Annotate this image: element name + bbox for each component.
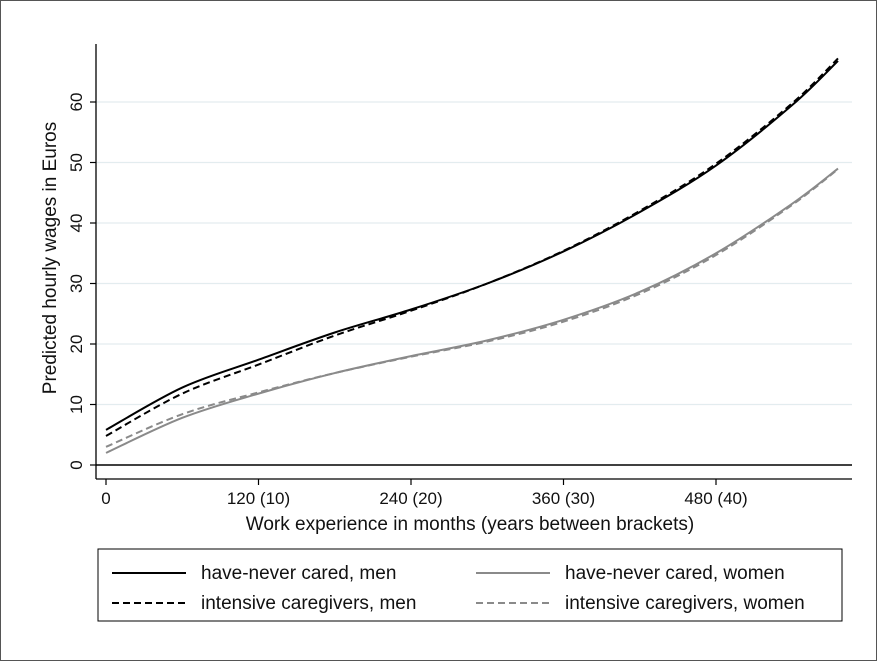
y-tick-label-0: 0 [67, 460, 86, 469]
series-line-intensive-caregivers-men [105, 57, 839, 437]
legend-label-have-never-cared-men: have-never cared, men [201, 563, 396, 584]
axes: 0 10 20 30 40 50 60 0 120 (10) 240 (20) 360 (30) 48… [67, 44, 852, 508]
y-tick-label-3: 30 [67, 274, 86, 293]
y-axis-title: Predicted hourly wages in Euros [40, 122, 61, 394]
legend-label-have-never-cared-women: have-never cared, women [565, 563, 785, 584]
legend-box [97, 548, 843, 622]
y-tick-label-1: 10 [67, 395, 86, 414]
series-lines [105, 57, 839, 454]
x-axis-title: Work experience in months (years between… [246, 514, 694, 535]
x-tick-label-1: 120 (10) [227, 489, 290, 508]
y-tick-label-4: 40 [67, 214, 86, 233]
series-line-have-never-cared-women [105, 167, 839, 454]
series-line-intensive-caregivers-women [105, 168, 839, 448]
x-tick-label-0: 0 [101, 489, 110, 508]
y-tick-label-2: 20 [67, 335, 86, 354]
legend-label-intensive-caregivers-women: intensive caregivers, women [565, 593, 805, 614]
y-tick-label-5: 50 [67, 153, 86, 172]
y-tick-label-6: 60 [67, 93, 86, 112]
x-tick-label-2: 240 (20) [379, 489, 442, 508]
legend-label-intensive-caregivers-men: intensive caregivers, men [201, 593, 416, 614]
legend: have-never cared, men have-never cared, w… [97, 548, 843, 622]
x-tick-label-4: 480 (40) [684, 489, 747, 508]
x-tick-label-3: 360 (30) [532, 489, 595, 508]
